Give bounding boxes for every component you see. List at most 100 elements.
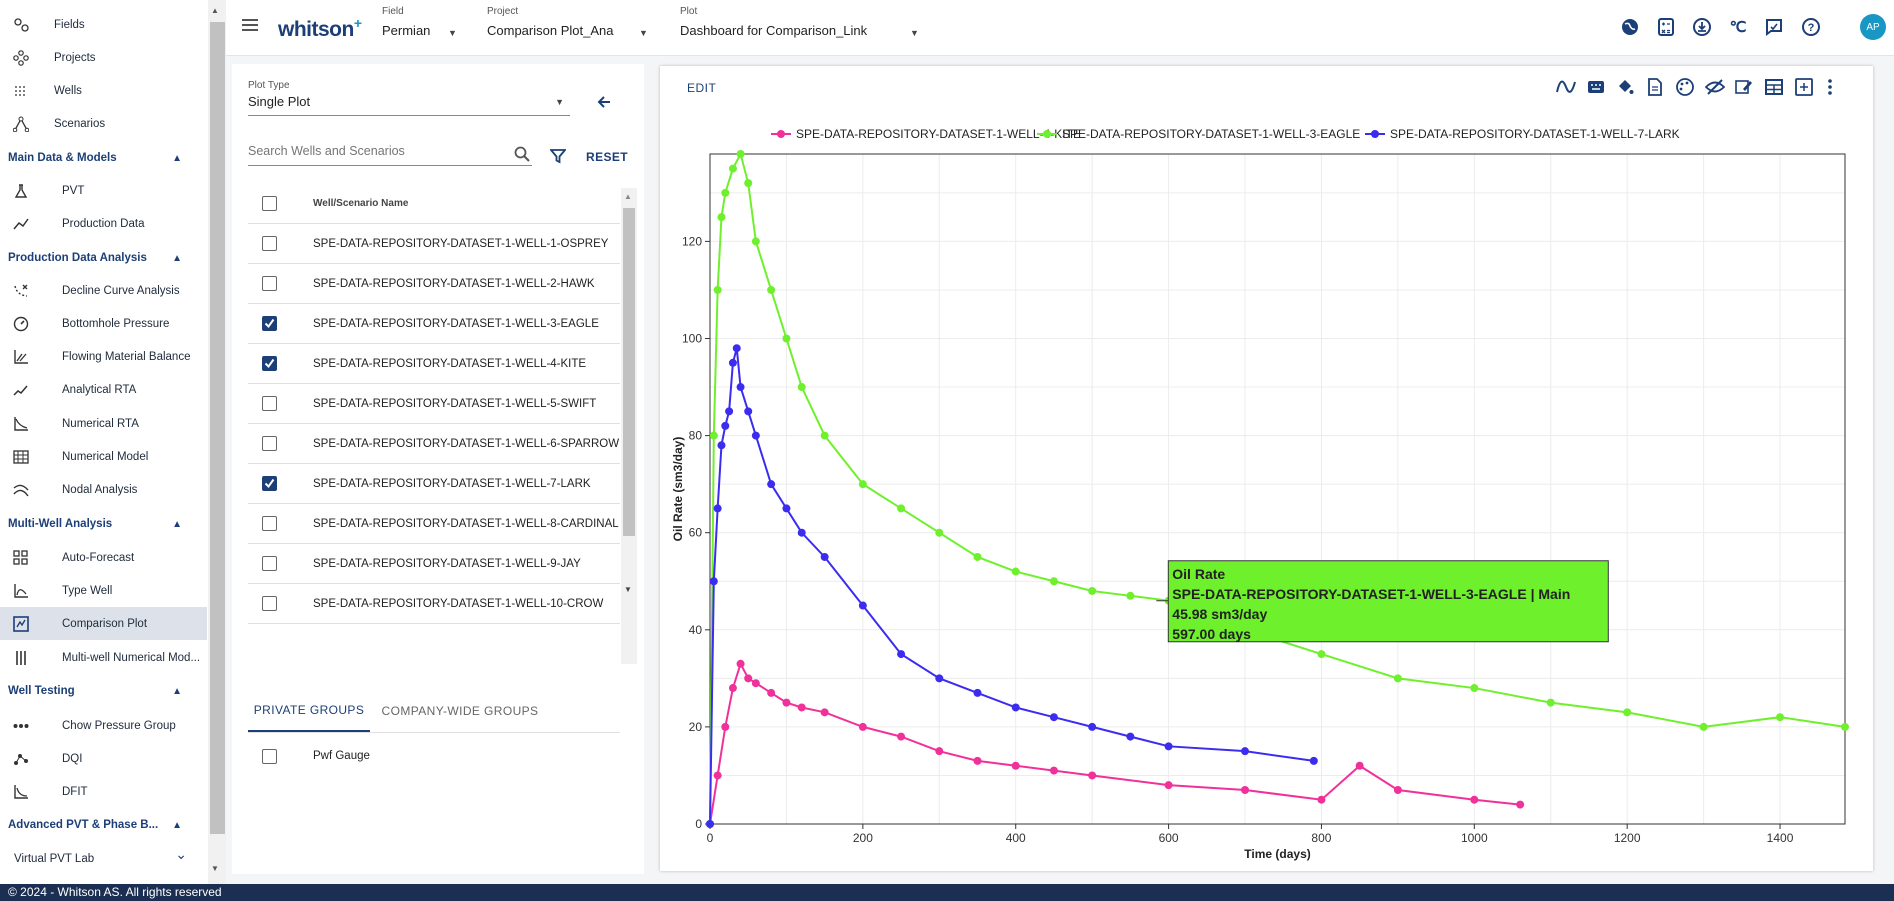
sidebar-section-advanced-pvt-phase-b[interactable]: Advanced PVT & Phase B... ▲	[0, 810, 200, 840]
curve-icon[interactable]	[1555, 76, 1577, 98]
data-point[interactable]	[935, 674, 944, 683]
data-point[interactable]	[736, 659, 745, 668]
temperature-unit-icon[interactable]: ℃	[1729, 19, 1747, 36]
data-point[interactable]	[1011, 567, 1020, 576]
scroll-up-arrow[interactable]: ▲	[211, 6, 219, 15]
data-point[interactable]	[897, 650, 906, 659]
data-point[interactable]	[1623, 708, 1632, 717]
data-point[interactable]	[728, 358, 737, 367]
sidebar-item-projects[interactable]: Projects	[0, 41, 207, 74]
sidebar-item-dqi[interactable]: DQI	[0, 742, 207, 775]
edit-button[interactable]: EDIT	[687, 81, 717, 95]
data-point[interactable]	[858, 722, 867, 731]
scroll-up-arrow[interactable]: ▲	[624, 192, 632, 201]
data-point[interactable]	[973, 688, 982, 697]
paint-bucket-icon[interactable]	[1614, 76, 1636, 98]
list-item[interactable]: SPE-DATA-REPOSITORY-DATASET-1-WELL-2-HAW…	[248, 264, 620, 304]
data-point[interactable]	[713, 504, 722, 513]
data-point[interactable]	[858, 480, 867, 489]
document-icon[interactable]	[1644, 76, 1666, 98]
data-point[interactable]	[1699, 722, 1708, 731]
data-point[interactable]	[935, 528, 944, 537]
data-point[interactable]	[1126, 732, 1135, 741]
data-point[interactable]	[797, 528, 806, 537]
menu-icon[interactable]	[242, 18, 258, 35]
list-item[interactable]: SPE-DATA-REPOSITORY-DATASET-1-WELL-3-EAG…	[248, 304, 620, 344]
data-point[interactable]	[820, 708, 829, 717]
sidebar-scrollbar-thumb[interactable]	[210, 22, 225, 834]
well-checkbox[interactable]	[262, 476, 277, 491]
data-point[interactable]	[1241, 786, 1250, 795]
legend-item[interactable]: SPE-DATA-REPOSITORY-DATASET-1-WELL-7-LAR…	[1365, 127, 1680, 141]
help-icon[interactable]: ?	[1800, 16, 1822, 38]
well-checkbox[interactable]	[262, 236, 277, 251]
sidebar-item-multi-well-numerical-mod[interactable]: Multi-well Numerical Mod...	[0, 641, 207, 674]
sidebar-item-nodal-analysis[interactable]: Nodal Analysis	[0, 473, 207, 506]
group-checkbox[interactable]	[262, 748, 277, 764]
sidebar-item-virtual-pvt-lab[interactable]: Virtual PVT Lab ⌄	[0, 842, 207, 875]
data-point[interactable]	[1317, 650, 1326, 659]
data-point[interactable]	[1516, 800, 1525, 809]
scroll-down-arrow[interactable]: ▼	[624, 585, 632, 594]
well-checkbox[interactable]	[262, 596, 277, 611]
data-point[interactable]	[1126, 591, 1135, 600]
table-icon[interactable]	[1763, 76, 1785, 98]
sidebar-section-production-data-analysis[interactable]: Production Data Analysis ▲	[0, 243, 200, 273]
sidebar-item-numerical-model[interactable]: Numerical Model	[0, 440, 207, 473]
data-point[interactable]	[709, 577, 718, 586]
tab-private-groups[interactable]: PRIVATE GROUPS	[248, 690, 370, 732]
data-point[interactable]	[717, 213, 726, 222]
sidebar-item-comparison-plot[interactable]: Comparison Plot	[0, 607, 207, 640]
download-icon[interactable]	[1691, 16, 1713, 38]
sidebar-item-numerical-rta[interactable]: Numerical RTA	[0, 407, 207, 440]
data-point[interactable]	[725, 407, 734, 416]
search-icon[interactable]	[514, 146, 530, 165]
filter-icon[interactable]	[549, 148, 567, 167]
data-point[interactable]	[721, 722, 730, 731]
data-point[interactable]	[713, 771, 722, 780]
sidebar-item-wells[interactable]: Wells	[0, 74, 207, 107]
data-point[interactable]	[1470, 795, 1479, 804]
well-checkbox[interactable]	[262, 356, 277, 371]
data-point[interactable]	[1393, 674, 1402, 683]
data-point[interactable]	[820, 431, 829, 440]
data-point[interactable]	[744, 179, 753, 188]
well-checkbox[interactable]	[262, 556, 277, 571]
sidebar-section-main-data-models[interactable]: Main Data & Models ▲	[0, 143, 200, 173]
back-arrow-icon[interactable]	[596, 94, 612, 113]
visibility-off-icon[interactable]	[1704, 76, 1726, 98]
data-point[interactable]	[767, 285, 776, 294]
data-point[interactable]	[751, 431, 760, 440]
data-point[interactable]	[1776, 713, 1785, 722]
well-list-scrollbar-thumb[interactable]	[623, 208, 635, 536]
data-point[interactable]	[1164, 781, 1173, 790]
plot-select[interactable]: Plot Dashboard for Comparison_Link ▼	[680, 6, 920, 38]
sidebar-item-flowing-material-balance[interactable]: Flowing Material Balance	[0, 340, 207, 373]
sidebar-section-well-testing[interactable]: Well Testing ▲	[0, 676, 200, 706]
plot-type-select[interactable]: Single Plot ▼	[248, 94, 570, 116]
data-point[interactable]	[1355, 761, 1364, 770]
sidebar-section-multi-well-analysis[interactable]: Multi-Well Analysis ▲	[0, 509, 200, 539]
palette-icon[interactable]	[1674, 76, 1696, 98]
avatar[interactable]: AP	[1860, 14, 1886, 40]
list-item[interactable]: SPE-DATA-REPOSITORY-DATASET-1-WELL-1-OSP…	[248, 224, 620, 264]
data-point[interactable]	[728, 164, 737, 173]
field-select[interactable]: Field Permian ▼	[382, 6, 462, 38]
group-row[interactable]: Pwf Gauge	[248, 736, 620, 776]
data-point[interactable]	[1011, 761, 1020, 770]
well-checkbox[interactable]	[262, 516, 277, 531]
data-point[interactable]	[1049, 713, 1058, 722]
search-field[interactable]	[248, 144, 532, 166]
feedback-icon[interactable]	[1763, 16, 1785, 38]
sidebar-item-auto-forecast[interactable]: Auto-Forecast	[0, 541, 207, 574]
data-point[interactable]	[935, 747, 944, 756]
data-point[interactable]	[1841, 722, 1849, 731]
sidebar-item-bottomhole-pressure[interactable]: Bottomhole Pressure	[0, 307, 207, 340]
globe-icon[interactable]	[1619, 16, 1641, 38]
sidebar-item-chow-pressure-group[interactable]: Chow Pressure Group	[0, 709, 207, 742]
data-point[interactable]	[767, 480, 776, 489]
data-point[interactable]	[1049, 766, 1058, 775]
data-point[interactable]	[709, 431, 718, 440]
project-select[interactable]: Project Comparison Plot_Ana ▼	[487, 6, 648, 38]
data-point[interactable]	[973, 756, 982, 765]
